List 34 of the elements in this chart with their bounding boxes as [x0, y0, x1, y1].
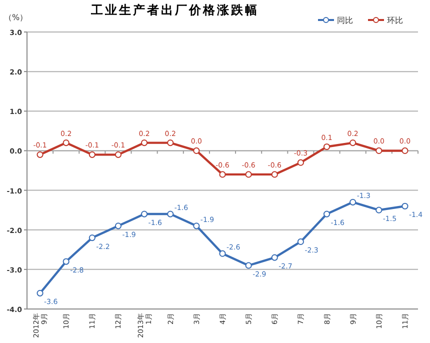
point [141, 140, 148, 146]
legend-label: 同比 [337, 16, 353, 25]
point [88, 151, 96, 158]
chart-title: 工业生产者出厂价格涨跌幅 [90, 3, 259, 17]
point [350, 140, 356, 146]
point [376, 147, 382, 154]
point [376, 206, 382, 214]
point [219, 250, 226, 257]
point [167, 210, 174, 218]
point [402, 147, 408, 154]
point [245, 171, 252, 178]
y-axis-title: （%） [4, 13, 28, 22]
point [297, 238, 304, 246]
point [36, 290, 44, 296]
point [167, 140, 174, 146]
point [114, 222, 122, 230]
point [323, 210, 330, 218]
point [350, 198, 356, 206]
point [245, 262, 252, 269]
point [193, 147, 200, 154]
point [114, 151, 122, 158]
point [62, 140, 70, 146]
legend-label: 环比 [387, 16, 403, 25]
point [36, 151, 44, 158]
point [88, 234, 96, 242]
point [402, 202, 408, 210]
point [271, 254, 278, 261]
point [271, 171, 278, 178]
point [219, 171, 226, 178]
point [193, 222, 200, 230]
point [62, 258, 70, 265]
point [141, 210, 148, 218]
point [297, 159, 304, 166]
point [323, 143, 330, 150]
